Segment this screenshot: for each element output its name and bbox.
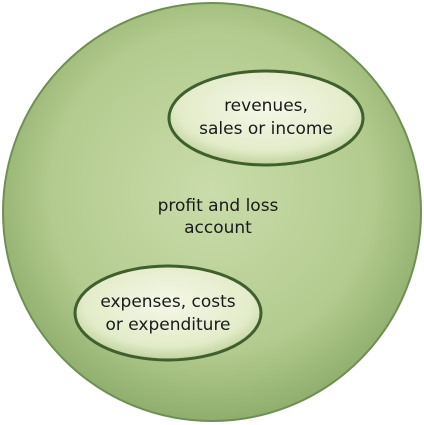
node-label: expenses, costs	[100, 292, 235, 312]
expense-ellipse	[73, 264, 263, 362]
node-label: revenues,	[224, 96, 308, 116]
node-label: or expenditure	[105, 315, 230, 335]
center-label: profit and loss	[158, 196, 279, 216]
revenue-ellipse	[167, 69, 365, 167]
node-label: sales or income	[199, 119, 333, 139]
center-label: account	[184, 218, 252, 238]
